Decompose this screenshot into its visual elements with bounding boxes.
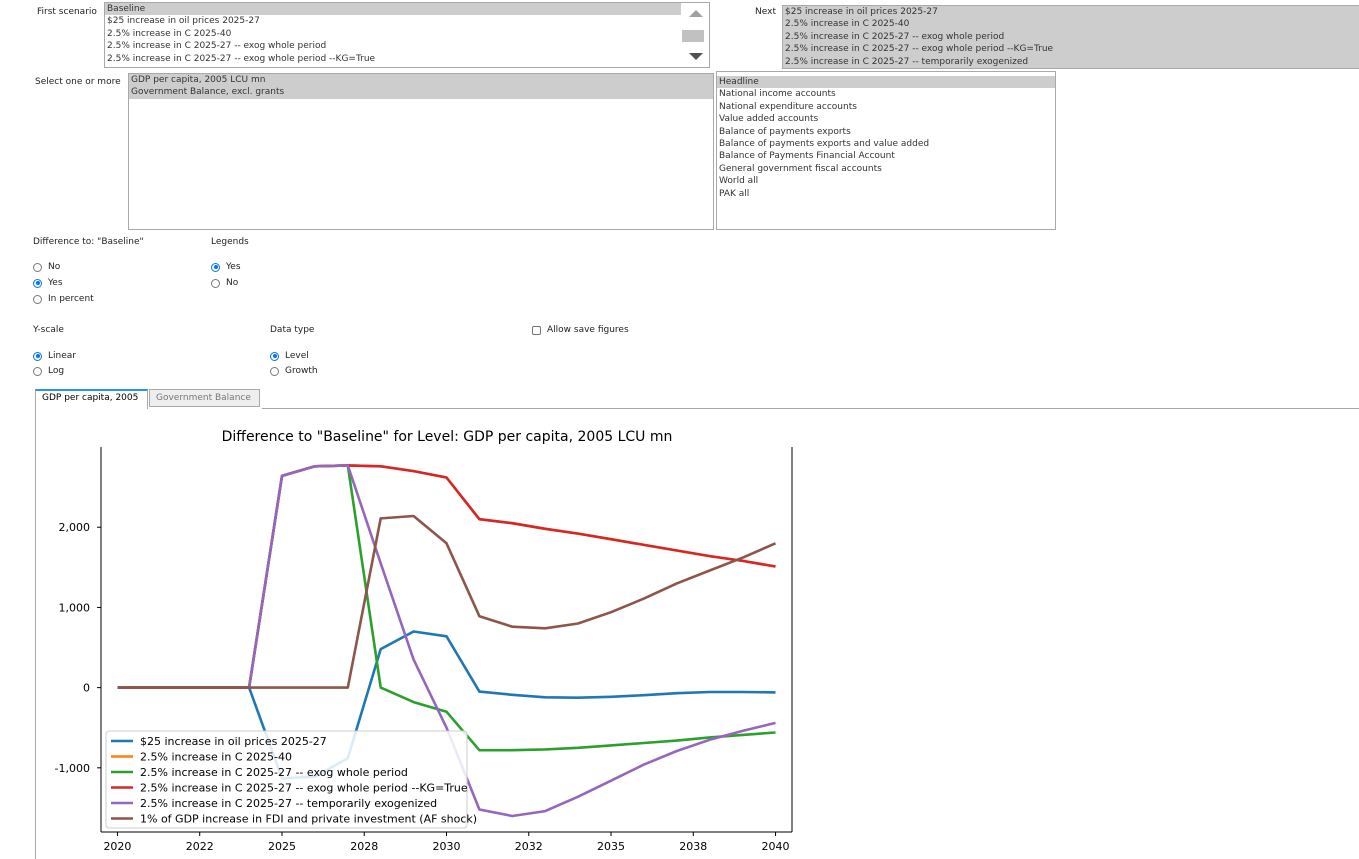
scroll-thumb[interactable] xyxy=(682,30,704,42)
legend-entry: 2.5% increase in C 2025-27 -- temporaril… xyxy=(140,797,437,810)
y-tick-label: 2,000 xyxy=(59,521,91,534)
chart-title: Difference to "Baseline" for Level: GDP … xyxy=(222,429,673,445)
first-scenario-option[interactable]: 2.5% increase in C 2025-40 xyxy=(107,28,232,39)
series-line-3 xyxy=(117,464,776,752)
x-tick-label: 2040 xyxy=(762,840,790,853)
next-scenario-option[interactable]: 2.5% increase in C 2025-27 -- exog whole… xyxy=(783,43,1359,56)
x-tick-label: 2025 xyxy=(268,840,296,853)
x-tick-label: 2022 xyxy=(186,840,214,853)
radio-icon[interactable] xyxy=(33,294,42,304)
first-scenario-option[interactable]: 2.5% increase in C 2025-27 -- exog whole… xyxy=(107,53,376,64)
legend-entry: 2.5% increase in C 2025-27 -- exog whole… xyxy=(140,782,468,795)
difference-yes-option[interactable]: Yes xyxy=(33,278,63,288)
y-tick-label: 1,000 xyxy=(59,601,91,614)
allow-save-checkbox[interactable]: Allow save figures xyxy=(532,325,629,335)
x-tick-label: 2020 xyxy=(103,840,131,853)
radio-icon[interactable] xyxy=(270,366,279,376)
series-line-6 xyxy=(117,514,777,689)
group-option[interactable]: Balance of payments exports xyxy=(719,126,851,137)
series-line-2 xyxy=(117,464,776,689)
chart-legend xyxy=(105,730,468,829)
groups-select[interactable]: Headline National income accounts National… xyxy=(716,71,1056,230)
tab-panel-border xyxy=(35,408,36,859)
scroll-down-icon[interactable] xyxy=(689,53,703,60)
tab-government-balance[interactable]: Government Balance xyxy=(149,389,260,407)
variable-option[interactable]: GDP per capita, 2005 LCU mn xyxy=(129,74,713,87)
radio-checked-icon[interactable] xyxy=(270,351,279,361)
checkbox-icon[interactable] xyxy=(532,325,541,335)
group-option[interactable]: Value added accounts xyxy=(719,114,819,125)
difference-label: Difference to: "Baseline" xyxy=(33,237,144,247)
next-scenario-select[interactable]: $25 increase in oil prices 2025-27 2.5% i… xyxy=(782,5,1359,69)
difference-no-option[interactable]: No xyxy=(33,262,60,272)
group-option[interactable]: National expenditure accounts xyxy=(719,101,857,112)
group-option[interactable]: Balance of Payments Financial Account xyxy=(719,151,895,162)
first-scenario-label: First scenario xyxy=(37,7,97,17)
yscale-linear-option[interactable]: Linear xyxy=(33,351,76,361)
difference-percent-option[interactable]: In percent xyxy=(33,294,94,304)
series-line-4 xyxy=(117,464,776,689)
next-label: Next xyxy=(755,7,776,17)
first-scenario-option[interactable]: $25 increase in oil prices 2025-27 xyxy=(107,16,260,27)
datatype-growth-option[interactable]: Growth xyxy=(270,366,318,376)
next-scenario-option[interactable]: $25 increase in oil prices 2025-27 xyxy=(783,6,1359,19)
legends-yes-option[interactable]: Yes xyxy=(211,262,241,272)
variable-option[interactable]: Government Balance, excl. grants xyxy=(129,86,713,99)
datatype-label: Data type xyxy=(270,325,315,335)
radio-icon[interactable] xyxy=(211,278,220,288)
yscale-label: Y-scale xyxy=(33,325,64,335)
x-tick-label: 2030 xyxy=(433,840,461,853)
first-scenario-scrollbar[interactable] xyxy=(681,3,709,67)
y-tick-label: 0 xyxy=(83,682,90,695)
datatype-level-option[interactable]: Level xyxy=(270,351,309,361)
group-option[interactable]: World all xyxy=(719,176,759,187)
legends-no-option[interactable]: No xyxy=(211,278,238,288)
radio-checked-icon[interactable] xyxy=(211,262,220,272)
next-scenario-option[interactable]: 2.5% increase in C 2025-40 xyxy=(783,18,1359,31)
select-variables-label: Select one or more xyxy=(35,77,121,87)
first-scenario-select[interactable]: Baseline $25 increase in oil prices 2025-… xyxy=(104,2,710,68)
scroll-up-icon[interactable] xyxy=(689,10,703,17)
legend-entry: 2.5% increase in C 2025-27 -- exog whole… xyxy=(140,766,408,779)
tab-gdp-per-capita[interactable]: GDP per capita, 2005 xyxy=(35,389,148,409)
next-scenario-option[interactable]: 2.5% increase in C 2025-27 -- exog whole… xyxy=(783,30,1359,44)
legend-entry: $25 increase in oil prices 2025-27 xyxy=(140,735,327,748)
radio-icon[interactable] xyxy=(33,366,42,376)
yscale-log-option[interactable]: Log xyxy=(33,366,64,376)
tab-divider xyxy=(262,408,1359,409)
radio-checked-icon[interactable] xyxy=(33,278,42,288)
group-option[interactable]: PAK all xyxy=(719,188,750,199)
y-tick-label: -1,000 xyxy=(55,762,90,775)
legend-entry: 2.5% increase in C 2025-40 xyxy=(140,751,292,764)
legends-label: Legends xyxy=(211,237,249,247)
first-scenario-option[interactable]: Baseline xyxy=(105,3,709,16)
radio-checked-icon[interactable] xyxy=(33,351,42,361)
group-option[interactable]: General government fiscal accounts xyxy=(719,163,882,174)
legend-entry: 1% of GDP increase in FDI and private in… xyxy=(140,813,477,826)
group-option[interactable]: Headline xyxy=(717,76,1055,89)
x-tick-label: 2028 xyxy=(350,840,378,853)
x-tick-label: 2032 xyxy=(515,840,543,853)
x-tick-label: 2035 xyxy=(597,840,625,853)
x-tick-label: 2038 xyxy=(679,840,707,853)
group-option[interactable]: National income accounts xyxy=(719,89,836,100)
group-option[interactable]: Balance of payments exports and value ad… xyxy=(719,138,930,149)
next-scenario-option[interactable]: 2.5% increase in C 2025-27 -- temporaril… xyxy=(783,55,1359,68)
variables-select[interactable]: GDP per capita, 2005 LCU mn Government Ba… xyxy=(128,73,714,230)
line-chart: Difference to "Baseline" for Level: GDP … xyxy=(55,429,793,853)
radio-icon[interactable] xyxy=(33,262,42,272)
first-scenario-option[interactable]: 2.5% increase in C 2025-27 -- exog whole… xyxy=(107,41,327,52)
